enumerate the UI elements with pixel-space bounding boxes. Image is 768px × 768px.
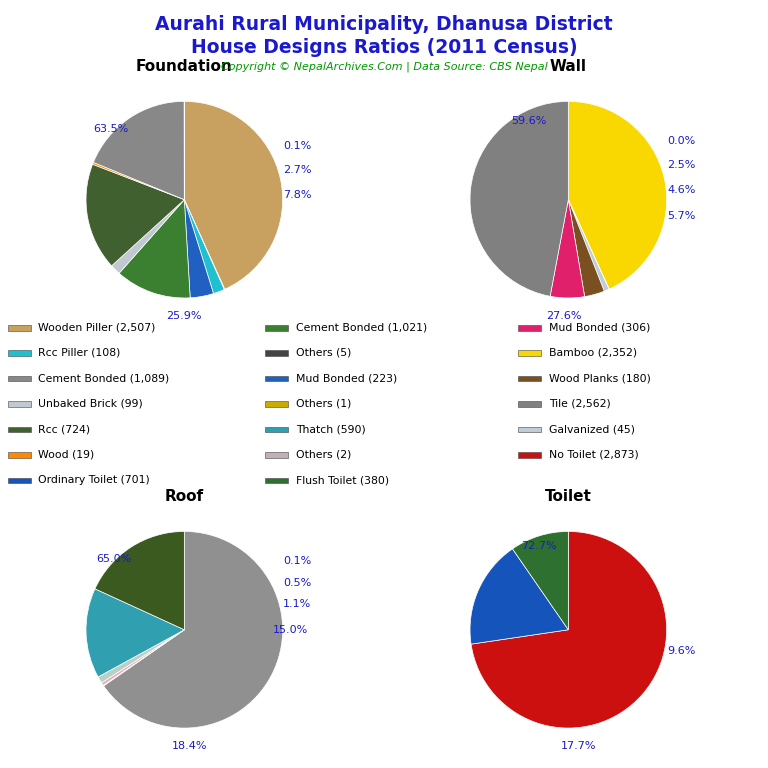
FancyBboxPatch shape bbox=[265, 402, 288, 407]
Text: 59.6%: 59.6% bbox=[511, 116, 547, 126]
Text: Wooden Piller (2,507): Wooden Piller (2,507) bbox=[38, 323, 156, 333]
Text: 2.7%: 2.7% bbox=[283, 165, 312, 175]
FancyBboxPatch shape bbox=[518, 325, 541, 330]
Text: Unbaked Brick (99): Unbaked Brick (99) bbox=[38, 399, 143, 409]
Title: Wall: Wall bbox=[550, 59, 587, 74]
FancyBboxPatch shape bbox=[8, 350, 31, 356]
Text: 72.7%: 72.7% bbox=[521, 541, 557, 551]
FancyBboxPatch shape bbox=[8, 325, 31, 330]
FancyBboxPatch shape bbox=[265, 452, 288, 458]
Wedge shape bbox=[184, 200, 214, 298]
Title: Foundation: Foundation bbox=[136, 59, 233, 74]
Text: Wood Planks (180): Wood Planks (180) bbox=[549, 373, 651, 383]
FancyBboxPatch shape bbox=[265, 427, 288, 432]
Text: Mud Bonded (306): Mud Bonded (306) bbox=[549, 323, 650, 333]
Text: 65.0%: 65.0% bbox=[96, 554, 131, 564]
Text: Ordinary Toilet (701): Ordinary Toilet (701) bbox=[38, 475, 151, 485]
FancyBboxPatch shape bbox=[265, 376, 288, 382]
Title: Toilet: Toilet bbox=[545, 489, 592, 505]
Text: 27.6%: 27.6% bbox=[545, 311, 581, 321]
Wedge shape bbox=[568, 200, 604, 296]
FancyBboxPatch shape bbox=[265, 325, 288, 330]
Text: Cement Bonded (1,021): Cement Bonded (1,021) bbox=[296, 323, 427, 333]
Wedge shape bbox=[95, 531, 184, 630]
Text: Wood (19): Wood (19) bbox=[38, 450, 94, 460]
Text: Thatch (590): Thatch (590) bbox=[296, 424, 366, 434]
Text: Mud Bonded (223): Mud Bonded (223) bbox=[296, 373, 397, 383]
Text: 9.6%: 9.6% bbox=[667, 647, 696, 657]
Title: Roof: Roof bbox=[165, 489, 204, 505]
FancyBboxPatch shape bbox=[8, 402, 31, 407]
FancyBboxPatch shape bbox=[518, 350, 541, 356]
Text: Others (2): Others (2) bbox=[296, 450, 351, 460]
Text: Aurahi Rural Municipality, Dhanusa District: Aurahi Rural Municipality, Dhanusa Distr… bbox=[155, 15, 613, 35]
Wedge shape bbox=[86, 589, 184, 677]
Text: 0.1%: 0.1% bbox=[283, 141, 312, 151]
Text: 5.7%: 5.7% bbox=[667, 211, 696, 221]
Text: Others (5): Others (5) bbox=[296, 348, 351, 358]
Wedge shape bbox=[94, 101, 184, 200]
Wedge shape bbox=[184, 101, 283, 290]
Wedge shape bbox=[86, 164, 184, 266]
Wedge shape bbox=[119, 200, 190, 298]
Text: No Toilet (2,873): No Toilet (2,873) bbox=[549, 450, 639, 460]
FancyBboxPatch shape bbox=[518, 376, 541, 382]
Text: 15.0%: 15.0% bbox=[273, 624, 308, 635]
Text: 18.4%: 18.4% bbox=[171, 741, 207, 751]
FancyBboxPatch shape bbox=[8, 427, 31, 432]
Wedge shape bbox=[512, 531, 568, 630]
Text: Tile (2,562): Tile (2,562) bbox=[549, 399, 611, 409]
Text: Cement Bonded (1,089): Cement Bonded (1,089) bbox=[38, 373, 170, 383]
Text: 17.7%: 17.7% bbox=[561, 741, 596, 751]
Text: Rcc (724): Rcc (724) bbox=[38, 424, 91, 434]
Text: 7.8%: 7.8% bbox=[283, 190, 312, 200]
Wedge shape bbox=[550, 200, 584, 298]
Text: 0.1%: 0.1% bbox=[283, 556, 312, 566]
Wedge shape bbox=[111, 200, 184, 273]
FancyBboxPatch shape bbox=[8, 376, 31, 382]
FancyBboxPatch shape bbox=[518, 402, 541, 407]
Text: Bamboo (2,352): Bamboo (2,352) bbox=[549, 348, 637, 358]
Text: Rcc Piller (108): Rcc Piller (108) bbox=[38, 348, 121, 358]
Text: Copyright © NepalArchives.Com | Data Source: CBS Nepal: Copyright © NepalArchives.Com | Data Sou… bbox=[220, 61, 548, 72]
FancyBboxPatch shape bbox=[518, 452, 541, 458]
Wedge shape bbox=[101, 630, 184, 685]
FancyBboxPatch shape bbox=[265, 350, 288, 356]
FancyBboxPatch shape bbox=[518, 427, 541, 432]
Wedge shape bbox=[184, 200, 224, 293]
FancyBboxPatch shape bbox=[265, 478, 288, 483]
Wedge shape bbox=[568, 200, 609, 290]
FancyBboxPatch shape bbox=[8, 452, 31, 458]
Text: 25.9%: 25.9% bbox=[167, 311, 202, 321]
Text: 0.5%: 0.5% bbox=[283, 578, 312, 588]
FancyBboxPatch shape bbox=[8, 478, 31, 483]
Wedge shape bbox=[103, 630, 184, 686]
Text: Others (1): Others (1) bbox=[296, 399, 351, 409]
Text: 2.5%: 2.5% bbox=[667, 161, 696, 170]
Text: 1.1%: 1.1% bbox=[283, 599, 312, 609]
Text: House Designs Ratios (2011 Census): House Designs Ratios (2011 Census) bbox=[190, 38, 578, 58]
Text: 0.0%: 0.0% bbox=[667, 136, 696, 146]
Wedge shape bbox=[568, 200, 609, 291]
Wedge shape bbox=[470, 101, 568, 296]
Wedge shape bbox=[568, 101, 667, 289]
Wedge shape bbox=[104, 531, 283, 728]
Text: 4.6%: 4.6% bbox=[667, 185, 696, 195]
Text: 63.5%: 63.5% bbox=[93, 124, 128, 134]
Wedge shape bbox=[93, 162, 184, 200]
Wedge shape bbox=[98, 630, 184, 683]
Wedge shape bbox=[184, 200, 225, 290]
Wedge shape bbox=[470, 549, 568, 644]
Text: Flush Toilet (380): Flush Toilet (380) bbox=[296, 475, 389, 485]
Text: Galvanized (45): Galvanized (45) bbox=[549, 424, 635, 434]
Wedge shape bbox=[471, 531, 667, 728]
